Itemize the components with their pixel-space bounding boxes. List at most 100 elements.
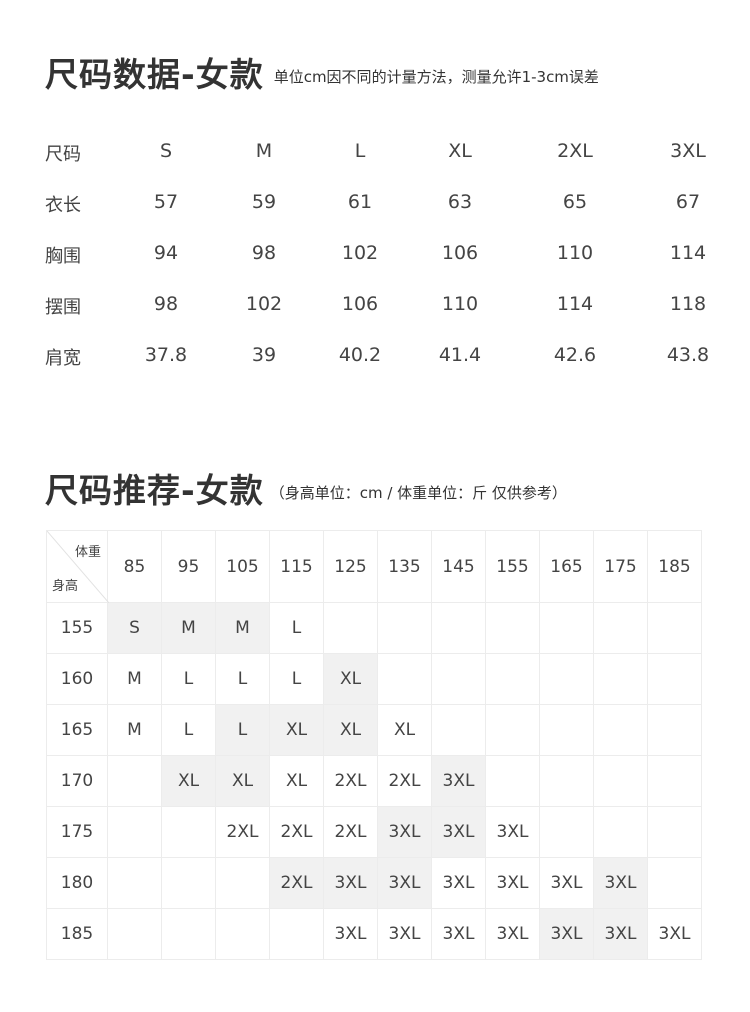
- weight-header: 95: [161, 530, 216, 603]
- cell: 114: [556, 293, 594, 315]
- table-row: 165 M L L XL XL XL: [46, 704, 702, 756]
- cell: 110: [556, 242, 594, 264]
- weight-header: 165: [539, 530, 594, 603]
- row-label: 胸围: [45, 246, 81, 267]
- size-cell: 3XL: [431, 857, 486, 909]
- size-cell: 3XL: [539, 908, 594, 960]
- cell: 94: [153, 242, 179, 264]
- weight-header: 155: [485, 530, 540, 603]
- size-cell: [539, 704, 594, 756]
- size-cell: 2XL: [215, 806, 270, 858]
- size-cell: 3XL: [377, 806, 432, 858]
- weight-header: 105: [215, 530, 270, 603]
- size-cell: XL: [377, 704, 432, 756]
- size-cell: [161, 908, 216, 960]
- size-cell: [431, 602, 486, 654]
- size-cell: 2XL: [269, 806, 324, 858]
- size-cell: [647, 653, 702, 705]
- row-label: 摆围: [45, 297, 81, 318]
- size-cell: L: [215, 653, 270, 705]
- size-cell: [323, 602, 378, 654]
- size-cell: 2XL: [323, 755, 378, 807]
- size-cell: XL: [215, 755, 270, 807]
- size-cell: 3XL: [323, 908, 378, 960]
- size-cell: XL: [269, 704, 324, 756]
- size-cell: [215, 857, 270, 909]
- cell: 40.2: [338, 344, 382, 366]
- size-cell: [431, 653, 486, 705]
- cell: 57: [153, 191, 179, 213]
- size-cell: [593, 602, 648, 654]
- row-label: 尺码: [45, 144, 81, 165]
- table-row: 155 S M M L: [46, 602, 702, 654]
- size-cell: [647, 602, 702, 654]
- row-label: 肩宽: [45, 348, 81, 369]
- size-cell: 3XL: [593, 857, 648, 909]
- size-cell: XL: [161, 755, 216, 807]
- size-cell: [485, 653, 540, 705]
- size-data-table: 尺码 S M L XL 2XL 3XL 衣长 57 59 61 63 65 67 胸围 94 98 102 106 1…: [0, 130, 750, 385]
- weight-header: 115: [269, 530, 324, 603]
- size-cell: 3XL: [485, 908, 540, 960]
- size-cell: [647, 806, 702, 858]
- size-cell: 3XL: [377, 857, 432, 909]
- size-data-title: 尺码数据-女款 单位cm因不同的计量方法，测量允许1-3cm误差: [45, 48, 599, 96]
- size-recommend-table: 体重 身高 85 95 105 115 125 135 145 155 165 175 185 155 S M…: [46, 530, 702, 960]
- cell: 114: [669, 242, 707, 264]
- title-text: 尺码数据-女款: [45, 55, 264, 94]
- size-cell: 3XL: [431, 755, 486, 807]
- size-cell: [269, 908, 324, 960]
- size-cell: [377, 602, 432, 654]
- table-row: 185 3XL 3XL 3XL 3XL 3XL 3XL 3XL: [46, 908, 702, 960]
- cell: 106: [341, 293, 379, 315]
- cell: 118: [669, 293, 707, 315]
- weight-header: 135: [377, 530, 432, 603]
- size-recommend-title: 尺码推荐-女款 （身高单位：cm / 体重单位：斤 仅供参考）: [45, 464, 567, 512]
- cell: 102: [245, 293, 283, 315]
- measurement-row: 胸围 94 98 102 106 110 114: [0, 232, 750, 283]
- measurement-row: 衣长 57 59 61 63 65 67: [0, 181, 750, 232]
- size-cell: 3XL: [593, 908, 648, 960]
- weight-header: 145: [431, 530, 486, 603]
- cell: 2XL: [557, 140, 593, 162]
- size-header-row: 尺码 S M L XL 2XL 3XL: [0, 130, 750, 181]
- measurement-row: 摆围 98 102 106 110 114 118: [0, 283, 750, 334]
- size-cell: 3XL: [431, 806, 486, 858]
- cell: M: [255, 140, 273, 162]
- size-cell: [107, 806, 162, 858]
- size-cell: [161, 806, 216, 858]
- cell: 43.8: [666, 344, 710, 366]
- size-cell: XL: [323, 653, 378, 705]
- size-cell: [539, 602, 594, 654]
- size-cell: [593, 755, 648, 807]
- size-cell: [647, 755, 702, 807]
- weight-header: 125: [323, 530, 378, 603]
- size-cell: [593, 806, 648, 858]
- size-cell: [593, 653, 648, 705]
- size-cell: M: [107, 653, 162, 705]
- cell: S: [159, 140, 173, 162]
- size-cell: L: [161, 704, 216, 756]
- size-cell: 3XL: [647, 908, 702, 960]
- cell: 98: [251, 242, 277, 264]
- title-text: 尺码推荐-女款: [45, 471, 264, 510]
- size-cell: [647, 704, 702, 756]
- size-cell: [485, 755, 540, 807]
- size-cell: 3XL: [431, 908, 486, 960]
- size-cell: M: [215, 602, 270, 654]
- cell: 59: [251, 191, 277, 213]
- cell: 61: [347, 191, 373, 213]
- size-cell: 2XL: [323, 806, 378, 858]
- size-cell: [647, 857, 702, 909]
- cell: 39: [251, 344, 277, 366]
- size-cell: M: [161, 602, 216, 654]
- size-cell: [593, 704, 648, 756]
- table-row: 160 M L L L XL: [46, 653, 702, 705]
- height-header: 185: [46, 908, 108, 960]
- size-cell: [539, 806, 594, 858]
- size-cell: [539, 755, 594, 807]
- size-cell: L: [215, 704, 270, 756]
- cell: XL: [448, 140, 472, 162]
- size-cell: [539, 653, 594, 705]
- size-cell: [215, 908, 270, 960]
